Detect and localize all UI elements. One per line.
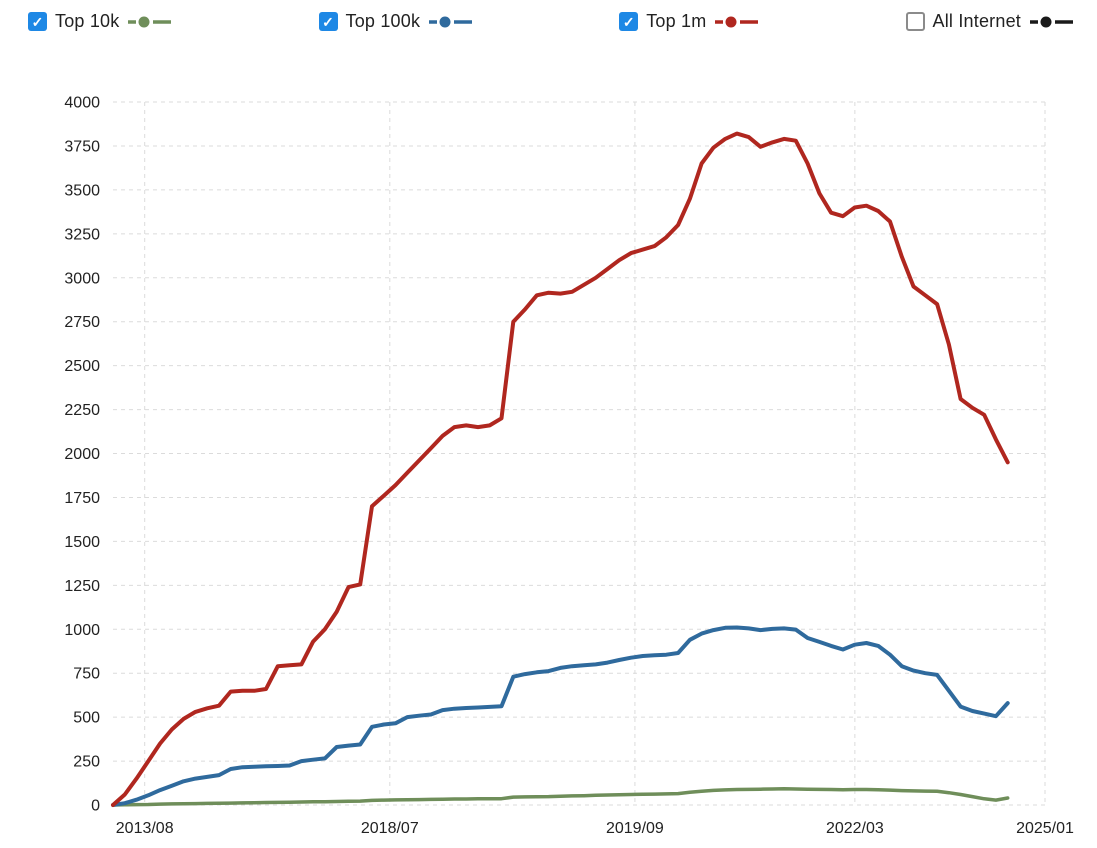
y-axis-tick-label: 2750 [64, 314, 100, 331]
x-axis-tick-label: 2022/03 [826, 820, 884, 837]
legend-series-marker-icon [715, 16, 759, 27]
legend-item-all-internet[interactable]: All Internet [905, 11, 1075, 32]
legend-series-marker-icon [128, 16, 172, 27]
series-line-top-100k [111, 625, 1010, 807]
x-axis-tick-label: 2018/07 [361, 820, 419, 837]
x-axis-tick-label: 2025/01 [1016, 820, 1074, 837]
y-axis-tick-label: 3750 [64, 138, 100, 155]
legend-label-top-1m: Top 1m [646, 11, 707, 31]
checked-checkbox-top-100k[interactable]: ✓ [318, 12, 338, 31]
legend-item-top-1m[interactable]: ✓ Top 1m [619, 11, 760, 32]
y-axis-tick-label: 250 [73, 754, 100, 771]
legend-label-all-internet: All Internet [932, 11, 1021, 31]
y-axis-tick-label: 4000 [64, 95, 100, 112]
y-axis-tick-label: 500 [73, 710, 100, 727]
x-axis-tick-label: 2013/08 [116, 820, 174, 837]
y-axis-tick-label: 2500 [64, 358, 100, 375]
y-axis-tick-label: 0 [91, 798, 100, 815]
checked-checkbox-top-1m[interactable]: ✓ [619, 12, 639, 31]
legend-series-marker-icon [1029, 16, 1073, 27]
y-axis-tick-label: 1000 [64, 622, 100, 639]
legend-series-marker-icon [429, 16, 473, 27]
y-axis-tick-label: 1500 [64, 534, 100, 551]
legend-label-top-100k: Top 100k [345, 11, 421, 31]
series-line-top-1m [111, 131, 1010, 807]
y-axis-tick-label: 1750 [64, 490, 100, 507]
y-axis-tick-label: 3000 [64, 270, 100, 287]
y-axis-tick-label: 2000 [64, 446, 100, 463]
x-axis-tick-label: 2019/09 [606, 820, 664, 837]
y-axis-tick-label: 3250 [64, 226, 100, 243]
legend-item-top-10k[interactable]: ✓ Top 10k [28, 11, 173, 32]
legend-label-top-10k: Top 10k [55, 11, 120, 31]
y-axis-tick-label: 3500 [64, 182, 100, 199]
unchecked-checkbox-all-internet[interactable] [905, 12, 925, 31]
series-line-top-10k [111, 787, 1010, 807]
legend: ✓ Top 10k ✓ Top 100k ✓ Top 1m All Internet [0, 11, 1097, 32]
y-axis-tick-label: 750 [73, 666, 100, 683]
y-axis-tick-label: 1250 [64, 578, 100, 595]
checked-checkbox-top-10k[interactable]: ✓ [28, 12, 47, 31]
y-axis-tick-label: 2250 [64, 402, 100, 419]
legend-item-top-100k[interactable]: ✓ Top 100k [318, 11, 475, 32]
